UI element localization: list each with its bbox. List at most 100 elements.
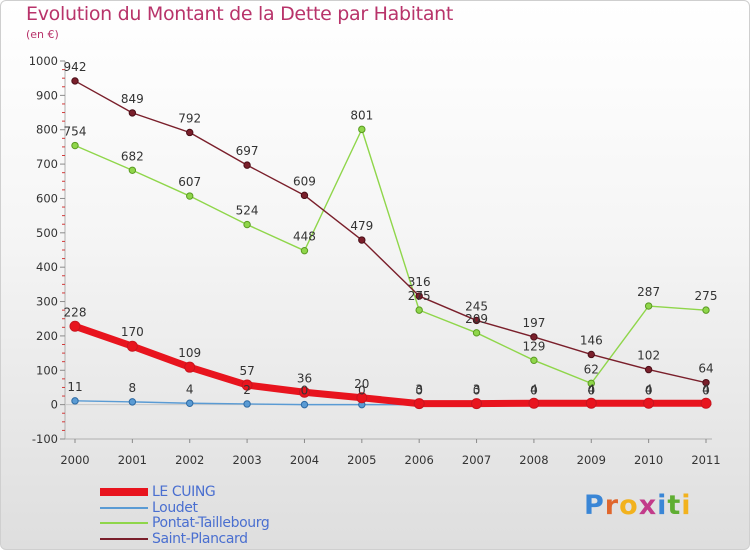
data-label: 4 <box>186 382 194 396</box>
x-tick-label: 2009 <box>577 453 606 467</box>
chart-subtitle: (en €) <box>26 28 59 41</box>
data-label: 4 <box>530 382 538 396</box>
data-point <box>186 399 194 407</box>
series-line-0 <box>71 322 710 408</box>
data-point <box>700 397 712 409</box>
legend-entry: Pontat-Taillebourg <box>100 515 320 531</box>
data-point <box>644 302 653 310</box>
data-point <box>471 398 483 410</box>
data-label: 62 <box>584 362 599 376</box>
data-label: 129 <box>522 339 545 353</box>
data-label: 479 <box>350 219 373 233</box>
data-point <box>587 350 595 359</box>
data-point <box>530 333 538 341</box>
data-label: 170 <box>121 325 144 339</box>
data-label: 524 <box>236 204 259 218</box>
data-point <box>702 306 710 314</box>
logo-letter: o <box>619 490 639 521</box>
data-label: 0 <box>301 384 309 398</box>
logo-letter: r <box>604 490 620 521</box>
data-point <box>644 365 653 374</box>
data-point <box>241 379 253 391</box>
legend-swatch <box>100 522 148 524</box>
data-label: 209 <box>465 312 488 326</box>
y-tick-label: 0 <box>51 398 58 412</box>
proxiti-logo: Proxiti <box>584 490 692 521</box>
data-label: 2 <box>243 383 251 397</box>
data-point <box>298 386 310 398</box>
data-point <box>243 161 251 169</box>
y-tick-label: 500 <box>36 226 58 240</box>
data-label: 64 <box>698 362 713 376</box>
chart-title: Evolution du Montant de la Dette par Hab… <box>26 3 454 25</box>
data-point <box>243 220 251 229</box>
data-label: 0 <box>473 384 481 398</box>
x-tick-label: 2000 <box>60 453 89 467</box>
data-point <box>530 356 538 365</box>
x-tick-label: 2004 <box>290 453 319 467</box>
data-point <box>358 125 366 134</box>
data-label: 245 <box>465 299 488 313</box>
data-point <box>300 246 309 255</box>
legend-label: LE CUING <box>152 484 216 500</box>
data-label: 849 <box>121 92 144 106</box>
data-label: 287 <box>637 285 660 299</box>
legend-entry: Loudet <box>100 500 320 516</box>
legend-label: Loudet <box>152 499 198 516</box>
x-tick-label: 2007 <box>462 453 491 467</box>
logo-letter: i <box>657 490 668 521</box>
data-label: 275 <box>695 289 718 303</box>
data-label: 3 <box>473 383 481 397</box>
data-label: 20 <box>354 377 369 391</box>
legend-entry: LE CUING <box>100 484 320 500</box>
data-point <box>69 320 81 332</box>
chart-series <box>69 77 712 410</box>
data-label: 57 <box>239 364 254 378</box>
data-label: 0 <box>702 384 710 398</box>
y-tick-label: -100 <box>32 432 58 446</box>
data-label: 0 <box>358 384 366 398</box>
data-label: 801 <box>350 108 373 122</box>
data-point <box>472 329 481 337</box>
data-point <box>128 109 137 117</box>
series-line-3 <box>74 80 707 384</box>
data-point <box>300 191 309 200</box>
logo-letter: x <box>638 490 658 521</box>
y-tick-label: 100 <box>36 363 58 377</box>
legend-swatch <box>100 537 148 540</box>
data-label: 4 <box>645 382 653 396</box>
data-point <box>587 379 595 388</box>
data-label: 316 <box>408 275 431 289</box>
data-label: 36 <box>297 371 312 385</box>
data-point <box>186 192 194 200</box>
y-tick-label: 800 <box>36 123 58 137</box>
legend-label: Saint-Plancard <box>152 530 248 547</box>
data-label: 792 <box>178 111 201 125</box>
data-point <box>184 361 196 373</box>
x-tick-label: 2001 <box>118 453 147 467</box>
legend-swatch <box>100 506 148 509</box>
data-point <box>128 398 137 406</box>
logo-letter: P <box>584 490 605 521</box>
x-tick-label: 2011 <box>691 453 720 467</box>
data-label: 448 <box>293 230 316 244</box>
data-label: 11 <box>67 380 82 394</box>
data-point <box>472 316 481 325</box>
data-label: 942 <box>64 60 87 74</box>
data-label: 607 <box>178 175 201 189</box>
data-point <box>415 292 423 300</box>
data-label: 4 <box>702 382 710 396</box>
data-label: 0 <box>415 384 423 398</box>
data-point <box>415 306 423 314</box>
data-point <box>413 398 425 410</box>
y-tick-label: 1000 <box>29 54 58 68</box>
data-point <box>702 378 710 387</box>
data-point <box>585 397 597 409</box>
data-label: 146 <box>580 333 603 347</box>
x-tick-label: 2010 <box>634 453 663 467</box>
y-tick-label: 400 <box>36 260 58 274</box>
y-tick-label: 300 <box>36 295 58 309</box>
data-point <box>358 236 366 244</box>
